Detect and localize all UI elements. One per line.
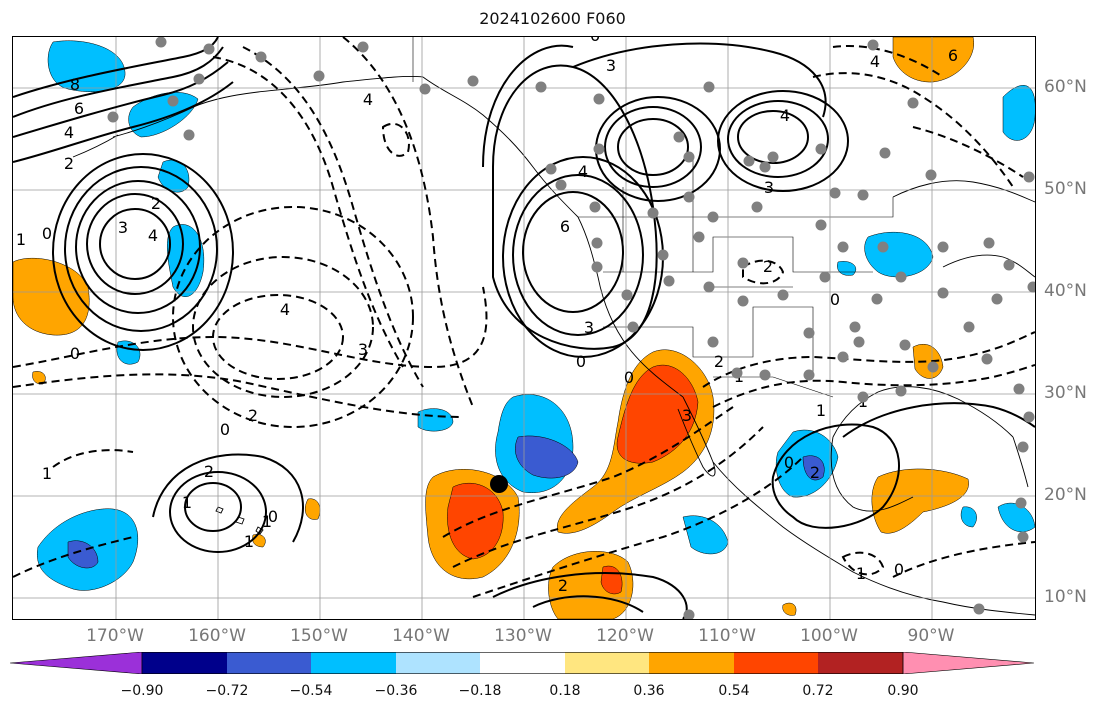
contour-label: 0 (830, 290, 840, 309)
longitude-label: 110°W (698, 626, 756, 646)
colorbar-segment (818, 652, 903, 674)
colorbar-segment (142, 652, 227, 674)
contour-label: 1 (816, 401, 826, 420)
colorbar-segment (649, 652, 734, 674)
contour-label: 2 (558, 576, 568, 595)
contour-label: 2 (810, 463, 820, 482)
solid-contours (13, 37, 1035, 619)
contour-label: 6 (560, 217, 570, 236)
contour-label: 1 (262, 512, 272, 531)
colorbar-segment (227, 652, 311, 674)
longitude-label: 150°W (290, 626, 348, 646)
latitude-label: 20°N (1044, 485, 1087, 505)
colorbar-tick-label: −0.36 (374, 683, 418, 699)
colorbar-segment (311, 652, 396, 674)
map-canvas: 8 6 4 2 0 1 3 4 2 4 3 4 0 3 6 4 4 3 3 6 … (13, 37, 1035, 619)
contour-label: 4 (280, 300, 290, 319)
contour-label: 1 (856, 564, 866, 583)
colorbar-segment (480, 652, 565, 674)
political-borders (412, 37, 894, 398)
contour-label: 0 (220, 420, 230, 439)
contour-label: 0 (624, 368, 634, 387)
contour-label: 2 (763, 257, 773, 276)
longitude-label: 130°W (494, 626, 552, 646)
contour-label: 1 (244, 532, 254, 551)
contour-label: 4 (870, 52, 880, 71)
contour-label: 3 (358, 340, 368, 359)
colorbar-segment (396, 652, 480, 674)
colorbar-tick-label: −0.72 (205, 683, 249, 699)
contour-label: 2 (151, 194, 161, 213)
longitude-label: 90°W (907, 626, 955, 646)
contour-label: 1 (16, 230, 26, 249)
longitude-label: 170°W (86, 626, 144, 646)
latitude-label: 50°N (1044, 179, 1087, 199)
contour-label: 8 (70, 75, 80, 94)
colorbar-tick-label: 0.72 (802, 683, 834, 699)
map-panel: 8 6 4 2 0 1 3 4 2 4 3 4 0 3 6 4 4 3 3 6 … (12, 36, 1036, 620)
contour-label: 2 (204, 462, 214, 481)
colorbar-tick-label: 0.90 (887, 683, 919, 699)
contour-label: 2 (64, 154, 74, 173)
contour-label: 1 (182, 493, 192, 512)
colorbar-segment (734, 652, 818, 674)
longitude-label: 140°W (392, 626, 450, 646)
contour-label: 6 (948, 46, 958, 65)
contour-label: 4 (780, 106, 790, 125)
contour-label: 4 (148, 226, 158, 245)
contour-label: 2 (714, 352, 724, 371)
colorbar (10, 652, 1035, 674)
contour-label: 4 (363, 90, 373, 109)
contour-label: 6 (74, 99, 84, 118)
location-marker (490, 475, 508, 493)
contour-label: 3 (584, 318, 594, 337)
contour-label: 6 (590, 37, 600, 45)
colorbar-tick-label: 0.54 (718, 683, 750, 699)
latitude-label: 40°N (1044, 281, 1087, 301)
contour-label: 2 (248, 406, 258, 425)
contour-label: 4 (64, 123, 74, 142)
latitude-label: 60°N (1044, 77, 1087, 97)
contour-label: 0 (70, 344, 80, 363)
dashed-contours (13, 37, 1035, 598)
latitude-label: 30°N (1044, 383, 1087, 403)
longitude-label: 160°W (188, 626, 246, 646)
contour-label: 3 (118, 218, 128, 237)
map-title: 2024102600 F060 (479, 9, 626, 28)
contour-label: 1 (42, 464, 52, 483)
colorbar-segment (565, 652, 649, 674)
coastlines (72, 76, 1035, 616)
contour-label: 0 (42, 224, 52, 243)
colorbar-extend-max (902, 652, 1035, 674)
contour-label: 3 (764, 178, 774, 197)
contour-labels: 8 6 4 2 0 1 3 4 2 4 3 4 0 3 6 4 4 3 3 6 … (16, 37, 958, 595)
colorbar-tick-label: −0.18 (458, 683, 502, 699)
contour-label: 4 (578, 162, 588, 181)
contour-label: 0 (894, 560, 904, 579)
longitude-label: 120°W (596, 626, 654, 646)
shaded-anomaly-regions (13, 37, 1035, 619)
colorbar-extend-min (10, 652, 143, 674)
colorbar-tick-label: 0.36 (633, 683, 665, 699)
contour-label: 0 (784, 453, 794, 472)
colorbar-tick-label: −0.90 (120, 683, 164, 699)
contour-label: 3 (606, 56, 616, 75)
longitude-label: 100°W (800, 626, 858, 646)
contour-label: 0 (268, 507, 278, 526)
colorbar-tick-label: −0.54 (289, 683, 333, 699)
station-markers (107, 37, 1035, 619)
contour-label: 3 (682, 406, 692, 425)
colorbar-tick-label: 0.18 (549, 683, 581, 699)
contour-label: 0 (576, 352, 586, 371)
latitude-label: 10°N (1044, 587, 1087, 607)
